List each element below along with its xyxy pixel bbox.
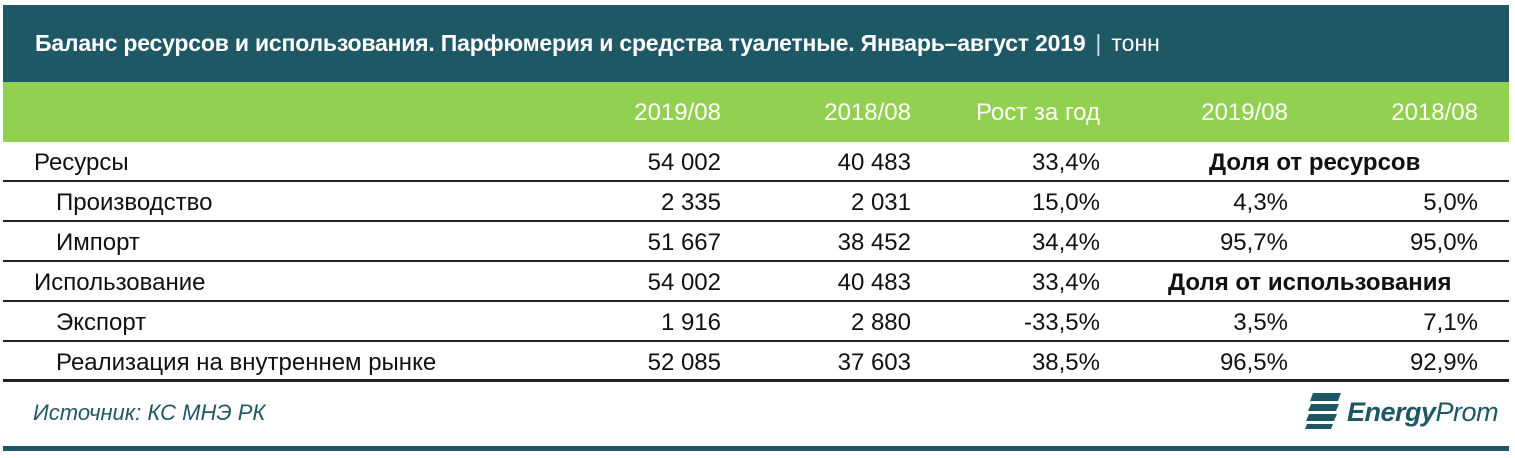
column-header-row: 2019/08 2018/08 Рост за год 2019/08 2018… [3, 82, 1509, 142]
share-2018: 5,0% [1423, 189, 1478, 216]
value-2019: 1 916 [660, 309, 721, 336]
share-2018: 7,1% [1423, 309, 1478, 336]
row-label: Производство [56, 189, 213, 216]
row-label: Ресурсы [34, 149, 129, 176]
col-header-growth: Рост за год [975, 99, 1100, 126]
row-label: Импорт [56, 229, 140, 256]
growth-value: 38,5% [1031, 349, 1100, 376]
table-row-usage: Использование 54 002 40 483 33,4% Доля о… [3, 262, 1509, 302]
value-2019: 2 335 [660, 189, 721, 216]
col-header-share-2019: 2019/08 [1201, 99, 1288, 126]
row-label: Экспорт [56, 309, 147, 336]
value-2018: 38 452 [837, 229, 911, 256]
logo-text-bold: Energy [1347, 396, 1436, 427]
table-row-export: Экспорт 1 916 2 880 -33,5% 3,5% 7,1% [3, 302, 1509, 342]
bottom-divider [3, 446, 1509, 451]
share-2019: 95,7% [1219, 229, 1288, 256]
share-of-resources-header: Доля от ресурсов [1209, 149, 1421, 176]
share-2019: 3,5% [1233, 309, 1288, 336]
title-separator: | [1095, 30, 1102, 56]
energyprom-logo: EnergyProm [1305, 390, 1505, 434]
unit-label: тонн [1111, 30, 1160, 56]
table-row-production: Производство 2 335 2 031 15,0% 4,3% 5,0% [3, 182, 1509, 222]
value-2019: 51 667 [647, 229, 721, 256]
logo-text: EnergyProm [1347, 396, 1499, 428]
growth-value: 33,4% [1031, 269, 1100, 296]
logo-text-regular: Prom [1435, 396, 1499, 427]
table-title-bar: Баланс ресурсов и использования. Парфюме… [3, 5, 1509, 82]
table-title: Баланс ресурсов и использования. Парфюме… [35, 30, 1086, 56]
energyprom-logo-icon [1305, 390, 1345, 435]
value-2019: 54 002 [647, 269, 721, 296]
col-header-share-2018: 2018/08 [1391, 99, 1478, 126]
table-row-domestic-sales: Реализация на внутреннем рынке 52 085 37… [3, 342, 1509, 382]
value-2018: 40 483 [837, 149, 911, 176]
value-2019: 54 002 [647, 149, 721, 176]
value-2018: 2 880 [850, 309, 911, 336]
growth-value: 15,0% [1031, 189, 1100, 216]
col-header-2019: 2019/08 [634, 99, 721, 126]
col-header-2018: 2018/08 [824, 99, 911, 126]
share-2018: 92,9% [1409, 349, 1478, 376]
value-2018: 37 603 [837, 349, 911, 376]
share-2019: 96,5% [1219, 349, 1288, 376]
growth-value: 33,4% [1031, 149, 1100, 176]
value-2018: 2 031 [850, 189, 911, 216]
table-row-import: Импорт 51 667 38 452 34,4% 95,7% 95,0% [3, 222, 1509, 262]
row-label: Использование [34, 269, 206, 296]
share-of-usage-header: Доля от использования [1168, 269, 1452, 296]
value-2018: 40 483 [837, 269, 911, 296]
value-2019: 52 085 [647, 349, 721, 376]
growth-value: 34,4% [1031, 229, 1100, 256]
row-label: Реализация на внутреннем рынке [56, 349, 437, 376]
share-2018: 95,0% [1409, 229, 1478, 256]
growth-value: -33,5% [1023, 309, 1100, 336]
table-row-resources: Ресурсы 54 002 40 483 33,4% Доля от ресу… [3, 142, 1509, 182]
share-2019: 4,3% [1233, 189, 1288, 216]
source-note: Источник: КС МНЭ РК [33, 400, 266, 425]
